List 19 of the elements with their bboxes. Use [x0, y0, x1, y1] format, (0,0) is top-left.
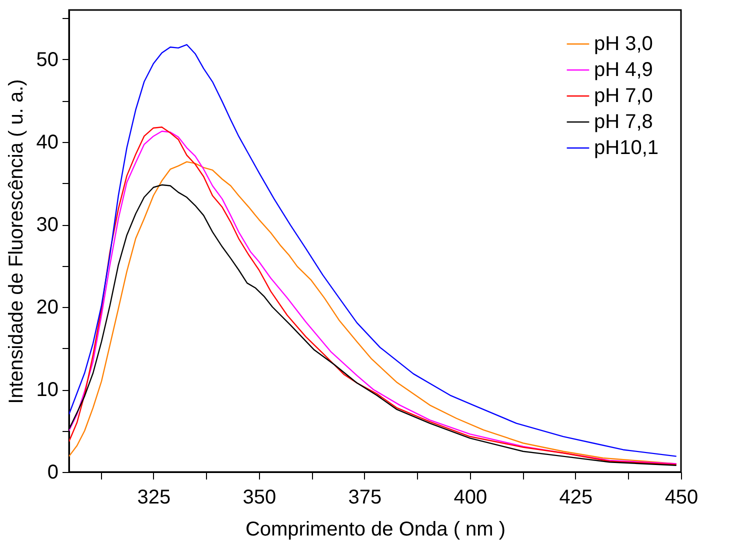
x-tick-label: 450	[664, 486, 698, 508]
x-tick-label: 400	[454, 486, 488, 508]
legend-label: pH 3,0	[594, 33, 653, 55]
legend-label: pH 7,0	[594, 85, 653, 107]
x-axis-title: Comprimento de Onda ( nm )	[245, 518, 506, 540]
x-tick-label: 425	[559, 486, 593, 508]
legend-label: pH 4,9	[594, 59, 653, 81]
x-tick-label: 375	[348, 486, 382, 508]
y-tick-label: 20	[36, 296, 58, 318]
y-tick-label: 30	[36, 214, 58, 236]
x-tick-label: 325	[137, 486, 171, 508]
legend-label: pH 7,8	[594, 111, 653, 133]
y-tick-label: 40	[36, 132, 58, 154]
y-tick-label: 0	[47, 462, 58, 484]
x-tick-label: 350	[242, 486, 276, 508]
y-tick-label: 10	[36, 379, 58, 401]
y-tick-label: 50	[36, 49, 58, 71]
y-axis-title: Intensidade de Fluorescência ( u. a.)	[5, 79, 28, 404]
legend-label: pH10,1	[594, 137, 658, 159]
